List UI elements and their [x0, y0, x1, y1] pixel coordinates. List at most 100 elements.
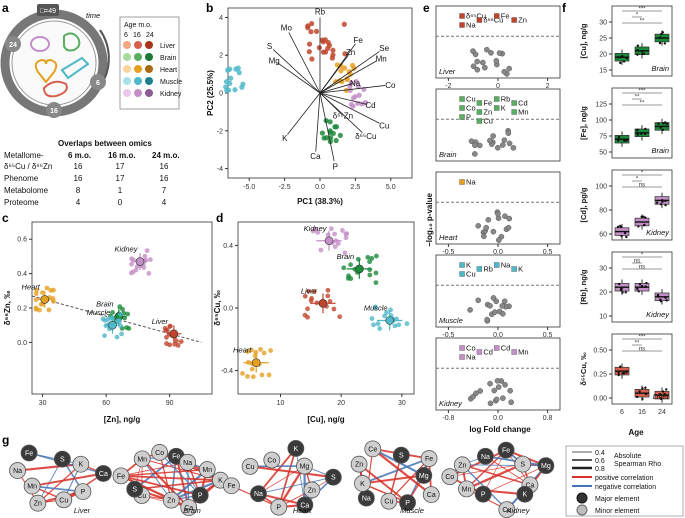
- volcano-point-label: Na: [466, 353, 476, 362]
- box-point: [641, 386, 644, 390]
- box-point: [655, 201, 659, 204]
- boxplot-organ-label: Brain: [651, 146, 669, 155]
- network-node-label: Zn: [34, 501, 42, 508]
- data-point: [330, 52, 336, 58]
- network-node: [72, 455, 90, 473]
- network-node-label: Fe: [425, 456, 433, 463]
- volcano-point-label: Fe: [483, 99, 492, 108]
- box-point: [641, 397, 644, 401]
- data-point: [129, 256, 135, 262]
- loading-label: δ⁶⁶Zn: [333, 111, 353, 120]
- group-mean: [324, 236, 334, 246]
- legend-swatch: [145, 53, 153, 61]
- x-tick-label: -2.5: [279, 184, 291, 191]
- data-point: [388, 307, 393, 313]
- legend-swatch: [145, 65, 153, 73]
- boxplot-ylabel: [Rb], ng/g: [579, 269, 588, 304]
- data-point: [233, 66, 239, 72]
- network-node-label: Ce: [368, 446, 377, 453]
- data-point: [312, 226, 318, 232]
- volcano-point: [477, 388, 483, 394]
- data-point: [116, 319, 122, 324]
- volcano-organ-label: Liver: [439, 67, 456, 76]
- volcano-point-label: Fe: [501, 12, 510, 21]
- overlap-cell: 17: [116, 174, 125, 183]
- volcano-point: [500, 310, 506, 317]
- data-point: [341, 21, 347, 27]
- loading-arrow: [319, 54, 349, 94]
- network-node: [270, 498, 288, 516]
- group-label: Brain: [96, 300, 114, 309]
- correlation-edge: [32, 485, 84, 493]
- data-point: [343, 235, 349, 241]
- correlation-edge: [141, 458, 190, 509]
- volcano-point-label: K: [518, 265, 523, 274]
- volcano-point-label: K: [501, 104, 506, 113]
- network-node: [516, 485, 534, 503]
- box-point: [618, 224, 622, 228]
- overlap-cell: 7: [162, 186, 167, 195]
- box-point: [636, 287, 639, 290]
- network-organ-label: Kidney: [507, 506, 531, 515]
- volcano-highlight: [459, 262, 465, 268]
- legend-spearman: Spearman Rho: [614, 461, 661, 468]
- volcano-highlight: [494, 105, 500, 111]
- network-node: [441, 468, 459, 486]
- data-point: [342, 51, 348, 57]
- overlap-row-label: Proteome: [4, 198, 39, 207]
- correlation-edge: [449, 463, 523, 478]
- loading-arrow: [319, 92, 367, 105]
- loading-label: Fe: [354, 36, 364, 45]
- volcano-point: [499, 303, 506, 309]
- loading-label: Mg: [269, 56, 280, 65]
- box-point: [636, 133, 640, 136]
- group-mean: [108, 320, 117, 330]
- network-node-label: Na: [481, 454, 490, 461]
- legend-major-node: [576, 492, 588, 504]
- y-tick-label: 20: [599, 290, 607, 297]
- network-node-label: Ca: [300, 502, 309, 509]
- volcano-point: [501, 68, 508, 75]
- data-point: [351, 65, 357, 71]
- correlation-edge: [37, 463, 82, 504]
- volcano-point-label: Na: [501, 261, 511, 270]
- overlap-row-label: Metabolome: [4, 186, 49, 195]
- box-point: [636, 44, 640, 47]
- network-node-label: Na: [183, 460, 192, 467]
- box-point: [620, 234, 623, 238]
- legend-swatch: [145, 77, 153, 85]
- data-point: [110, 310, 115, 315]
- x-tick-label: 0.5: [543, 249, 553, 256]
- network-legend-box: [565, 445, 684, 517]
- volcano-point-label: Rb: [501, 95, 511, 104]
- cu-xlabel: [Cu], ng/g: [307, 415, 344, 424]
- liver-organ-icon: [42, 80, 68, 98]
- data-point: [118, 323, 123, 329]
- age-badge-6-label: 6: [96, 80, 100, 87]
- x-tick-label: 2.5: [351, 184, 361, 191]
- legend-swatch: [145, 41, 153, 49]
- data-point: [344, 231, 350, 237]
- group-label: Heart: [233, 346, 252, 355]
- network-node: [126, 480, 144, 498]
- data-point: [249, 366, 255, 372]
- loading-label: Cu: [379, 122, 389, 131]
- volcano-point: [490, 133, 496, 139]
- overlap-cell: 0: [118, 198, 123, 207]
- legend-age-24: 24: [146, 32, 154, 39]
- volcano-highlight: [476, 17, 483, 23]
- legend-width-label: 0.4: [595, 450, 605, 457]
- volcano-point: [492, 309, 498, 315]
- y-tick-label: -4: [217, 166, 223, 173]
- box-point: [664, 296, 667, 299]
- overlap-cell: 16: [160, 174, 169, 183]
- panel-label-d: d: [216, 211, 223, 225]
- loading-label: Rb: [315, 7, 326, 16]
- box-point: [637, 225, 640, 228]
- box-point: [640, 132, 643, 135]
- legend-swatch: [134, 77, 142, 85]
- legend-organ-heart: Heart: [160, 67, 177, 74]
- boxplot-ylabel: [Fe], ng/g: [579, 106, 588, 140]
- data-point: [142, 253, 148, 259]
